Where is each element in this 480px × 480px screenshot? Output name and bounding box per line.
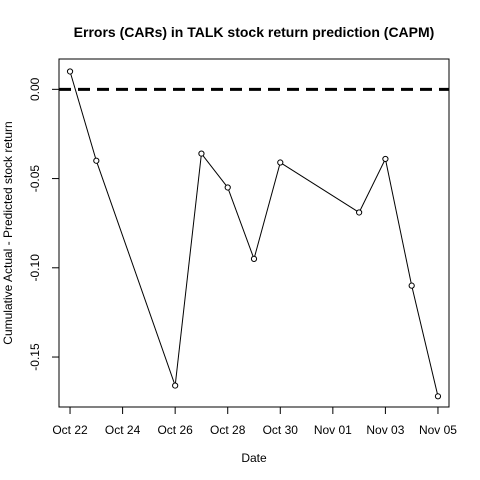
chart-title: Errors (CARs) in TALK stock return predi… [74, 24, 435, 40]
data-point [198, 150, 205, 157]
data-point [434, 393, 442, 400]
series-segment [359, 161, 385, 211]
x-tick-label: Nov 01 [314, 423, 352, 437]
x-tick-label: Oct 24 [105, 423, 141, 437]
x-axis: Oct 22 Oct 24 Oct 26 Oct 28 Oct 30 Nov 01 Nov … [52, 407, 457, 437]
y-tick-label: 0.00 [28, 77, 42, 101]
series-segment [96, 163, 175, 384]
series-segment [174, 156, 202, 384]
data-point [382, 155, 389, 163]
data-point [356, 209, 363, 216]
y-tick-label: -0.10 [28, 254, 42, 282]
x-tick-label: Oct 30 [263, 423, 299, 437]
x-tick-label: Oct 22 [52, 423, 88, 437]
series-layer [66, 68, 442, 400]
data-point [66, 68, 74, 75]
data-point [250, 255, 258, 262]
data-point [172, 382, 179, 389]
data-point [277, 159, 284, 166]
data-point [93, 157, 100, 164]
series-segment [70, 73, 97, 159]
x-tick-label: Oct 26 [157, 423, 193, 437]
y-axis-label: Cumulative Actual - Predicted stock retu… [1, 121, 15, 344]
y-axis: 0.00 -0.05 -0.10 -0.15 [28, 77, 59, 371]
series-segment [228, 189, 254, 257]
plot-frame [58, 58, 450, 408]
data-point [224, 184, 231, 191]
series-segment [282, 163, 358, 212]
series-segment [411, 288, 438, 394]
x-tick-label: Nov 03 [366, 423, 404, 437]
x-tick-label: Nov 05 [419, 423, 457, 437]
y-tick-label: -0.15 [28, 343, 42, 371]
series-segment [385, 161, 412, 284]
data-point [408, 282, 415, 289]
x-tick-label: Oct 28 [210, 423, 246, 437]
y-tick-label: -0.05 [28, 165, 42, 193]
series-segment [202, 155, 227, 186]
series-segment [254, 164, 281, 257]
x-axis-label: Date [241, 451, 267, 465]
